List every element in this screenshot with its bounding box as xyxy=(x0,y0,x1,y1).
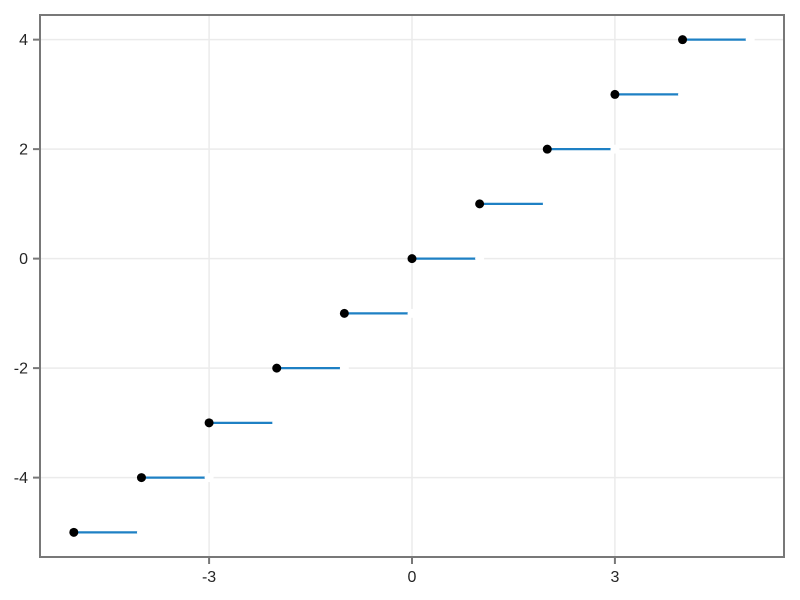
data-point-marker xyxy=(475,199,485,209)
open-endpoint-marker xyxy=(407,308,417,318)
y-tick-label: 4 xyxy=(19,32,28,49)
data-point-marker xyxy=(69,527,79,537)
open-endpoint-marker xyxy=(136,527,146,537)
data-point-marker xyxy=(610,89,620,99)
open-endpoint-marker xyxy=(745,35,755,45)
open-endpoint-marker xyxy=(542,199,552,209)
plot-frame xyxy=(39,14,785,558)
data-point-marker xyxy=(204,418,214,428)
data-point-marker xyxy=(678,35,688,45)
y-tick-label: -4 xyxy=(14,470,28,487)
open-endpoint-marker xyxy=(204,473,214,483)
open-endpoint-marker xyxy=(272,418,282,428)
y-tick-label: -2 xyxy=(14,361,28,378)
open-endpoint-marker xyxy=(678,89,688,99)
data-point-marker xyxy=(339,308,349,318)
y-tick-label: 0 xyxy=(19,251,28,268)
axis-layer xyxy=(33,14,785,564)
open-endpoint-marker xyxy=(610,144,620,154)
series-layer xyxy=(69,35,755,537)
y-tick-label: 2 xyxy=(19,142,28,159)
x-tick-label: 0 xyxy=(408,569,417,586)
data-point-marker xyxy=(407,254,417,264)
data-point-marker xyxy=(136,473,146,483)
data-point-marker xyxy=(542,144,552,154)
open-endpoint-marker xyxy=(339,363,349,373)
x-tick-label: -3 xyxy=(202,569,216,586)
open-endpoint-marker xyxy=(475,254,485,264)
data-point-marker xyxy=(272,363,282,373)
x-tick-label: 3 xyxy=(610,569,619,586)
tick-labels-layer: -3 0 3 -4 -2 0 2 4 xyxy=(14,32,620,586)
